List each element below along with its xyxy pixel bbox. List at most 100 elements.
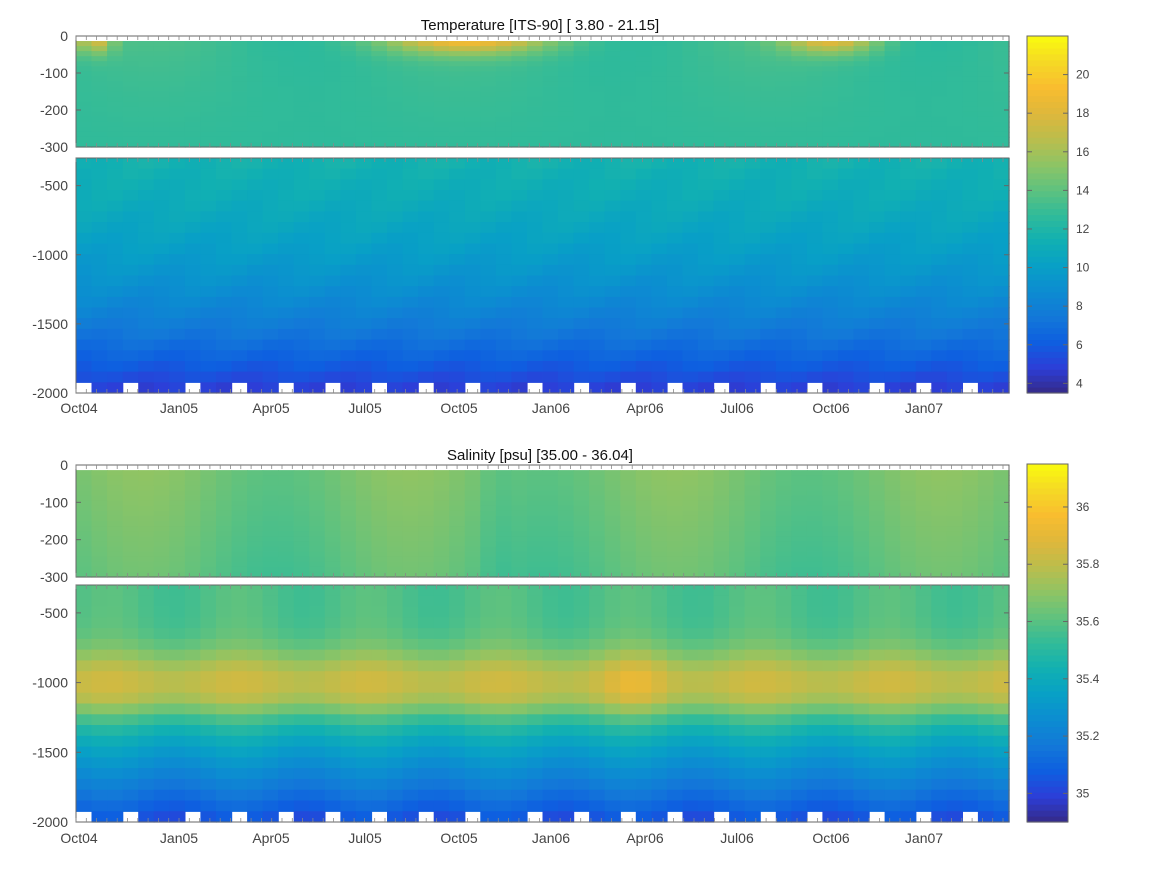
heatmap-cell [371,541,388,548]
heatmap-cell [682,371,699,383]
heatmap-cell [278,546,295,553]
heatmap-cell [433,617,450,629]
heatmap-cell [122,531,139,537]
heatmap-cell [122,243,139,255]
heatmap-cell [278,638,295,651]
heatmap-cell [107,136,124,143]
heatmap-cell [324,131,341,138]
heatmap-cell [573,470,590,476]
heatmap-cell [962,515,979,522]
heatmap-cell [620,86,637,93]
heatmap-cell [760,296,777,309]
heatmap-cell [480,339,497,351]
heatmap-cell [869,136,886,143]
heatmap-cell [511,682,528,694]
heatmap-cell [744,190,761,202]
heatmap-cell [822,264,839,277]
heatmap-cell [200,76,217,82]
heatmap-cell [931,168,948,180]
heatmap-cell [480,190,497,202]
heatmap-cell [915,76,932,82]
heatmap-cell [775,106,792,113]
heatmap-cell [402,71,419,77]
heatmap-cell [449,500,466,507]
heatmap-cell [651,328,668,341]
heatmap-cell [791,275,808,287]
heatmap-cell [449,361,466,373]
heatmap-cell [775,116,792,123]
heatmap-cell [184,768,202,780]
heatmap-cell [869,116,886,123]
heatmap-cell [558,649,575,661]
heatmap-cell [355,660,373,672]
heatmap-cell [449,339,466,351]
heatmap-cell [169,628,186,640]
heatmap-cell [698,470,715,476]
heatmap-cell [853,51,870,57]
heatmap-cell [822,200,839,212]
heatmap-cell [946,142,963,148]
heatmap-cell [200,526,217,532]
heatmap-cell [231,111,248,118]
heatmap-cell [542,296,559,309]
heatmap-cell [184,136,202,143]
heatmap-cell [231,495,248,502]
heatmap-cell [340,46,357,52]
heatmap-cell [946,515,963,522]
heatmap-cell [184,296,202,309]
heatmap-cell [184,531,202,537]
heatmap-cell [278,211,295,223]
heatmap-cell [153,136,170,143]
heatmap-cell [76,541,93,548]
heatmap-cell [278,789,295,802]
heatmap-cell [169,682,186,694]
heatmap-cell [138,350,155,362]
heatmap-cell [184,339,202,351]
heatmap-cell [355,46,373,52]
heatmap-cell [604,76,621,82]
heatmap-cell [247,526,264,532]
heatmap-cell [464,76,481,82]
heatmap-cell [247,158,264,170]
heatmap-cell [355,131,373,138]
heatmap-cell [76,142,93,148]
heatmap-cell [184,286,202,298]
heatmap-cell [169,51,186,57]
heatmap-cell [946,286,963,298]
heatmap-cell [262,264,279,277]
heatmap-cell [713,179,730,191]
heatmap-cell [76,649,93,661]
heatmap-cell [775,136,792,143]
heatmap-cell [309,339,326,351]
heatmap-cell [433,735,450,748]
heatmap-cell [309,649,326,661]
heatmap-cell [122,757,139,769]
heatmap-cell [355,307,373,319]
heatmap-cell [915,232,932,245]
heatmap-cell [247,168,264,180]
heatmap-cell [635,142,652,148]
heatmap-cell [324,628,341,640]
heatmap-cell [107,243,124,255]
colorbar-swatch [1027,178,1068,186]
heatmap-cell [262,275,279,287]
heatmap-cell [853,536,870,542]
heatmap-cell [293,126,310,133]
heatmap-cell [635,190,652,202]
heatmap-cell [433,46,450,52]
heatmap-cell [822,556,839,563]
heatmap-cell [138,76,155,82]
heatmap-cell [464,121,481,128]
heatmap-cell [122,515,139,522]
heatmap-cell [884,190,901,202]
heatmap-cell [884,382,901,394]
heatmap-cell [433,757,450,769]
heatmap-cell [838,126,855,133]
heatmap-cell [309,606,326,618]
heatmap-cell [247,200,264,212]
heatmap-cell [138,515,155,522]
heatmap-cell [418,546,435,553]
axes-frame [75,157,1010,394]
heatmap-cell [853,495,870,502]
heatmap-cell [760,211,777,223]
